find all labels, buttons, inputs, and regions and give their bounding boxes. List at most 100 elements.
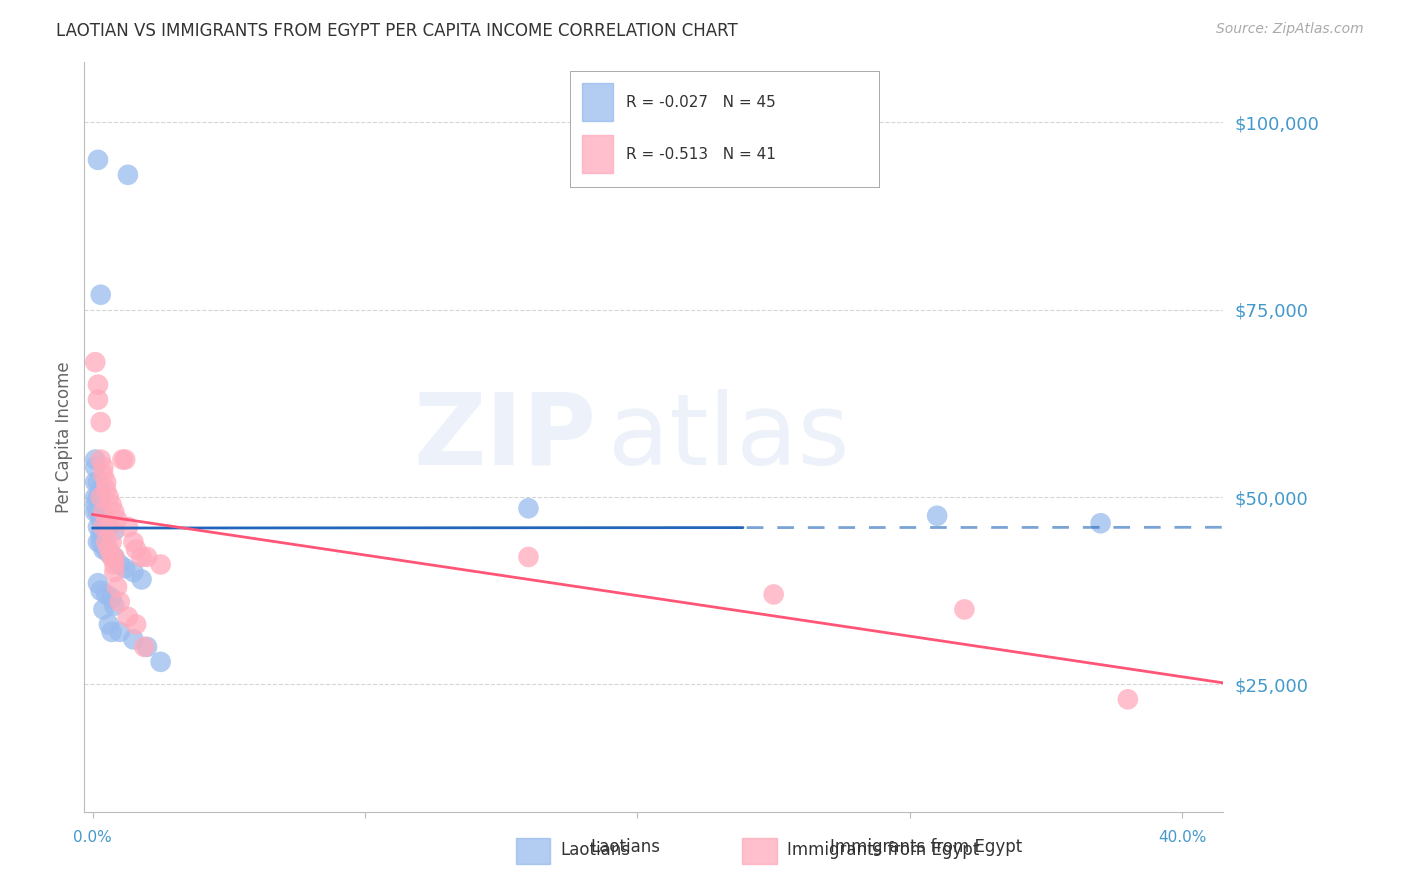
- Point: [103, 599, 125, 613]
- Point: [93, 505, 115, 519]
- Point: [108, 558, 131, 572]
- Point: [97, 490, 120, 504]
- Point: [97, 520, 120, 534]
- Point: [953, 602, 976, 616]
- Text: LAOTIAN VS IMMIGRANTS FROM EGYPT PER CAPITA INCOME CORRELATION CHART: LAOTIAN VS IMMIGRANTS FROM EGYPT PER CAP…: [56, 22, 738, 40]
- Point: [87, 392, 110, 407]
- Point: [1090, 516, 1112, 531]
- Point: [93, 467, 115, 482]
- Point: [103, 565, 125, 579]
- Point: [125, 542, 148, 557]
- Point: [97, 617, 120, 632]
- Point: [136, 640, 159, 654]
- Point: [108, 624, 131, 639]
- Point: [108, 595, 131, 609]
- Bar: [582, 135, 613, 173]
- Point: [100, 591, 122, 606]
- Point: [517, 501, 540, 516]
- Point: [103, 524, 125, 538]
- Point: [90, 415, 112, 429]
- Point: [122, 632, 145, 647]
- Point: [100, 549, 122, 564]
- Text: Immigrants from Egypt: Immigrants from Egypt: [830, 838, 1022, 856]
- Text: Immigrants from Egypt: Immigrants from Egypt: [787, 840, 979, 859]
- Point: [93, 520, 115, 534]
- Point: [90, 527, 112, 541]
- Point: [84, 498, 107, 512]
- Point: [134, 640, 156, 654]
- Point: [90, 583, 112, 598]
- Point: [84, 490, 107, 504]
- Point: [90, 452, 112, 467]
- Point: [136, 549, 159, 564]
- Point: [131, 573, 153, 587]
- Point: [87, 475, 110, 489]
- Point: [87, 576, 110, 591]
- Point: [84, 460, 107, 475]
- Point: [90, 483, 112, 497]
- Point: [100, 535, 122, 549]
- Point: [114, 452, 136, 467]
- Point: [90, 535, 112, 549]
- Point: [97, 520, 120, 534]
- Point: [90, 512, 112, 526]
- Text: R = -0.513   N = 41: R = -0.513 N = 41: [626, 147, 776, 161]
- Point: [87, 520, 110, 534]
- Point: [100, 498, 122, 512]
- Bar: [582, 83, 613, 121]
- Bar: [516, 838, 550, 863]
- Text: Laotians: Laotians: [591, 838, 661, 856]
- Point: [1116, 692, 1139, 706]
- Point: [105, 580, 128, 594]
- Point: [97, 542, 120, 557]
- Text: 40.0%: 40.0%: [1159, 830, 1206, 846]
- Point: [84, 355, 107, 369]
- Point: [87, 505, 110, 519]
- Point: [93, 460, 115, 475]
- Point: [93, 542, 115, 557]
- Text: Source: ZipAtlas.com: Source: ZipAtlas.com: [1216, 22, 1364, 37]
- Text: 0.0%: 0.0%: [73, 830, 112, 846]
- Point: [117, 520, 139, 534]
- Text: atlas: atlas: [609, 389, 849, 485]
- Y-axis label: Per Capita Income: Per Capita Income: [55, 361, 73, 513]
- Point: [87, 535, 110, 549]
- Point: [117, 168, 139, 182]
- Point: [96, 542, 118, 557]
- Point: [84, 505, 107, 519]
- Point: [122, 565, 145, 579]
- Point: [96, 475, 118, 489]
- Point: [100, 624, 122, 639]
- Point: [117, 610, 139, 624]
- Point: [87, 153, 110, 167]
- Point: [97, 546, 120, 560]
- Point: [103, 558, 125, 572]
- Text: R = -0.027   N = 45: R = -0.027 N = 45: [626, 95, 776, 110]
- Point: [84, 452, 107, 467]
- Point: [103, 549, 125, 564]
- Point: [114, 561, 136, 575]
- Bar: [742, 838, 776, 863]
- Point: [125, 617, 148, 632]
- Point: [93, 512, 115, 526]
- Point: [90, 287, 112, 301]
- Point: [111, 452, 134, 467]
- Point: [927, 508, 949, 523]
- Point: [84, 475, 107, 489]
- Text: ZIP: ZIP: [413, 389, 598, 485]
- Point: [96, 535, 118, 549]
- Point: [87, 377, 110, 392]
- Point: [149, 558, 172, 572]
- Point: [93, 602, 115, 616]
- Point: [103, 549, 125, 564]
- Point: [96, 483, 118, 497]
- Point: [90, 490, 112, 504]
- Point: [517, 549, 540, 564]
- Point: [96, 587, 118, 601]
- Text: Laotians: Laotians: [560, 840, 630, 859]
- Point: [149, 655, 172, 669]
- Point: [87, 490, 110, 504]
- Point: [105, 512, 128, 526]
- Point: [122, 535, 145, 549]
- Point: [762, 587, 785, 601]
